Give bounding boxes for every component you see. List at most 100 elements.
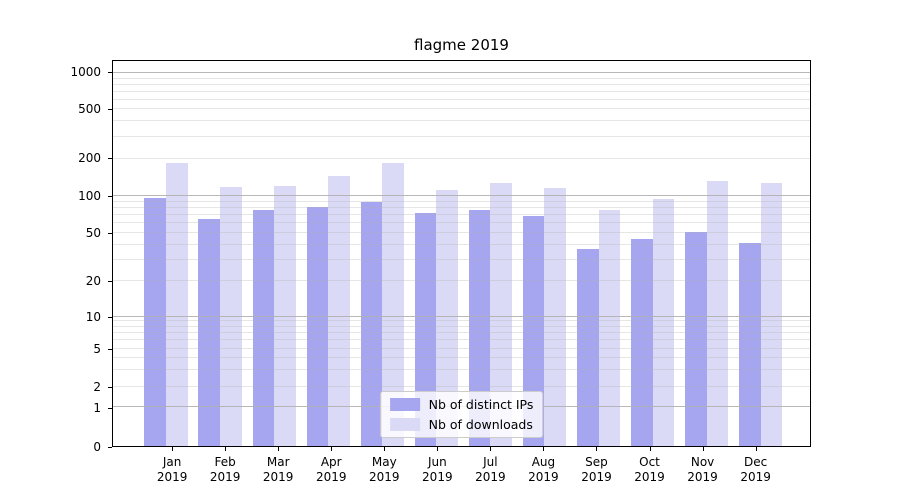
- bar-dec-downloads: [760, 183, 783, 446]
- bar-group-mar: [247, 61, 301, 446]
- x-slot-apr: Apr 2019: [305, 447, 358, 497]
- x-tick-label-jan: Jan 2019: [156, 455, 188, 484]
- x-slot-jun: Jun 2019: [411, 447, 464, 497]
- x-tick-label-may: May 2019: [369, 455, 400, 484]
- bar-jul-downloads: [490, 183, 513, 446]
- bar-feb-downloads: [220, 186, 242, 446]
- bar-aug-downloads: [544, 188, 567, 446]
- chart-title: flagme 2019: [414, 36, 509, 54]
- y-tick-label-1: 1: [93, 401, 101, 416]
- bar-dec-distinct-ips: [739, 243, 761, 446]
- y-tick-mark-10: [108, 316, 112, 318]
- y-tick-mark-50: [108, 232, 112, 234]
- legend: Nb of distinct IPs Nb of downloads: [379, 391, 544, 438]
- x-tick-mark-dec: [755, 447, 757, 451]
- x-tick-mark-aug: [543, 447, 545, 451]
- x-tick-label-nov: Nov 2019: [687, 455, 718, 484]
- y-tick-mark-1: [108, 408, 112, 410]
- x-axis: Jan 2019 Feb 2019 Mar 2019 Apr 2019 May 2019 Jun 20…: [112, 447, 811, 497]
- x-tick-mark-nov: [702, 447, 704, 451]
- bar-mar-distinct-ips: [252, 210, 275, 446]
- x-tick-mark-jan: [172, 447, 174, 451]
- y-tick-label-20: 20: [85, 274, 101, 289]
- x-slot-nov: Nov 2019: [676, 447, 729, 497]
- x-tick-mark-jul: [490, 447, 492, 451]
- y-tick-mark-5: [108, 349, 112, 351]
- bar-nov-distinct-ips: [685, 231, 707, 446]
- x-tick-label-jun: Jun 2019: [422, 455, 453, 484]
- y-tick-label-5: 5: [93, 342, 101, 357]
- bar-group-sep: [571, 61, 625, 446]
- bar-jun-distinct-ips: [414, 212, 437, 446]
- x-slot-may: May 2019: [358, 447, 411, 497]
- legend-label-0: Nb of distinct IPs: [428, 397, 534, 412]
- bar-jan-distinct-ips: [144, 197, 167, 446]
- bars-layer: [113, 61, 810, 446]
- x-tick-mark-sep: [596, 447, 598, 451]
- bar-sep-distinct-ips: [576, 248, 599, 446]
- x-tick-label-mar: Mar 2019: [262, 455, 294, 484]
- x-slot-aug: Aug 2019: [517, 447, 570, 497]
- y-tick-mark-500: [108, 108, 112, 110]
- y-tick-mark-1000: [108, 72, 112, 74]
- bar-group-jun: [409, 61, 463, 446]
- bar-apr-distinct-ips: [306, 206, 329, 446]
- plot-area: Nb of distinct IPs Nb of downloads: [112, 60, 811, 447]
- x-slot-oct: Oct 2019: [623, 447, 676, 497]
- x-tick-mark-oct: [649, 447, 651, 451]
- y-tick-label-50: 50: [85, 225, 101, 240]
- x-tick-label-sep: Sep 2019: [581, 455, 612, 484]
- bar-group-jul: [463, 61, 517, 446]
- bar-group-may: [355, 61, 409, 446]
- y-tick-label-2: 2: [93, 380, 101, 395]
- y-tick-label-500: 500: [78, 101, 101, 116]
- x-tick-label-apr: Apr 2019: [315, 455, 347, 484]
- bar-sep-downloads: [598, 210, 621, 446]
- y-axis: 0 1 2 5 10 20 50 100 200 500 1000: [0, 60, 112, 453]
- bar-jun-downloads: [436, 190, 458, 446]
- legend-entry-0: Nb of distinct IPs: [389, 397, 534, 412]
- x-tick-mark-apr: [331, 447, 333, 451]
- y-tick-mark-20: [108, 281, 112, 283]
- x-tick-mark-may: [384, 447, 386, 451]
- y-tick-mark-2: [108, 387, 112, 389]
- bar-group-oct: [626, 61, 680, 446]
- bar-group-aug: [517, 61, 571, 446]
- bar-oct-downloads: [652, 199, 675, 446]
- x-tick-mark-feb: [225, 447, 227, 451]
- bar-feb-distinct-ips: [198, 219, 221, 446]
- bar-may-downloads: [382, 162, 404, 446]
- x-slot-sep: Sep 2019: [570, 447, 623, 497]
- legend-entry-1: Nb of downloads: [389, 417, 534, 432]
- x-slot-jul: Jul 2019: [464, 447, 517, 497]
- y-tick-label-10: 10: [85, 309, 101, 324]
- y-tick-mark-200: [108, 158, 112, 160]
- x-slot-jan: Jan 2019: [146, 447, 199, 497]
- x-tick-label-feb: Feb 2019: [209, 455, 241, 484]
- legend-swatch-0: [389, 398, 420, 411]
- bar-group-jan: [139, 61, 193, 446]
- bar-jan-downloads: [166, 162, 188, 446]
- legend-swatch-1: [389, 418, 420, 431]
- x-slot-mar: Mar 2019: [252, 447, 305, 497]
- x-slot-dec: Dec 2019: [729, 447, 782, 497]
- bar-group-nov: [680, 61, 734, 446]
- y-tick-label-0: 0: [93, 440, 101, 454]
- bar-jul-distinct-ips: [468, 210, 491, 446]
- bar-group-apr: [301, 61, 355, 446]
- bar-aug-distinct-ips: [522, 215, 545, 446]
- x-tick-mark-jun: [437, 447, 439, 451]
- x-tick-label-dec: Dec 2019: [740, 455, 771, 484]
- legend-label-1: Nb of downloads: [428, 417, 533, 432]
- y-tick-label-200: 200: [78, 151, 101, 166]
- bar-mar-downloads: [274, 185, 296, 446]
- x-slot-feb: Feb 2019: [199, 447, 252, 497]
- x-tick-label-aug: Aug 2019: [528, 455, 559, 484]
- bar-group-dec: [734, 61, 788, 446]
- y-tick-label-1000: 1000: [70, 65, 101, 80]
- bar-nov-downloads: [706, 180, 729, 446]
- x-tick-label-jul: Jul 2019: [475, 455, 506, 484]
- bar-apr-downloads: [328, 176, 350, 446]
- x-tick-label-oct: Oct 2019: [634, 455, 665, 484]
